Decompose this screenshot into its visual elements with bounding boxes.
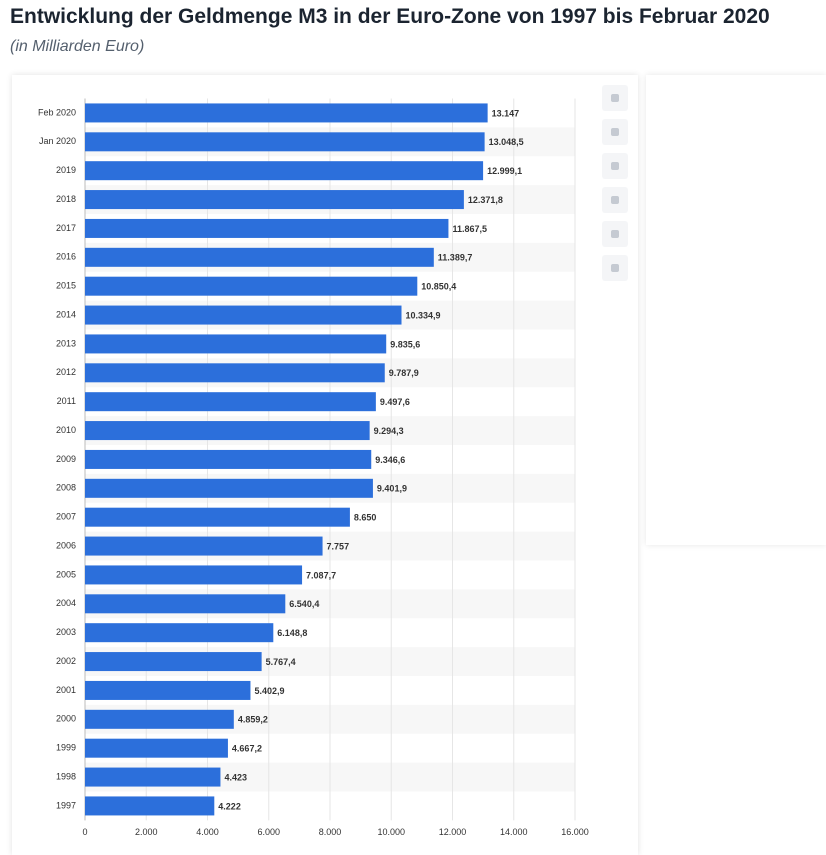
x-tick-label: 0 <box>82 827 87 837</box>
bar <box>85 276 418 296</box>
subtitle: (in Milliarden Euro) <box>10 38 145 55</box>
value-label: 12.999,1 <box>487 166 522 176</box>
value-label: 7.087,7 <box>306 570 336 580</box>
bar <box>85 565 303 585</box>
y-tick-label: 2010 <box>56 425 76 435</box>
y-tick-label: 2004 <box>56 598 76 608</box>
x-tick-label: 2.000 <box>135 827 158 837</box>
y-tick-label: 2019 <box>56 165 76 175</box>
value-label: 9.346,6 <box>375 455 405 465</box>
y-tick-label: 1999 <box>56 743 76 753</box>
y-tick-label: 2000 <box>56 714 76 724</box>
y-tick-label: 2009 <box>56 454 76 464</box>
y-tick-label: 1997 <box>56 800 76 810</box>
bar <box>85 449 372 469</box>
value-label: 5.402,9 <box>254 686 284 696</box>
bar <box>85 247 434 267</box>
y-tick-label: 2016 <box>56 252 76 262</box>
y-tick-label: 2015 <box>56 281 76 291</box>
bar <box>85 161 484 181</box>
value-label: 9.401,9 <box>377 484 407 494</box>
bar <box>85 623 274 643</box>
value-label: 11.867,5 <box>452 224 487 234</box>
y-tick-label: 2008 <box>56 483 76 493</box>
y-tick-label: 2011 <box>57 396 76 406</box>
bar <box>85 594 286 614</box>
bar <box>85 392 376 412</box>
bar <box>85 536 323 556</box>
bar <box>85 218 449 238</box>
bar <box>85 478 373 498</box>
value-label: 4.859,2 <box>238 715 268 725</box>
bar <box>85 103 488 123</box>
y-tick-label: 2017 <box>56 223 76 233</box>
x-tick-label: 4.000 <box>196 827 219 837</box>
y-tick-label: 2013 <box>56 338 76 348</box>
value-label: 6.540,4 <box>289 599 319 609</box>
value-label: 10.334,9 <box>406 310 441 320</box>
value-label: 13.048,5 <box>489 137 524 147</box>
side-panel <box>646 75 826 545</box>
value-label: 7.757 <box>327 541 350 551</box>
value-label: 9.294,3 <box>374 426 404 436</box>
title: Entwicklung der Geldmenge M3 in der Euro… <box>10 5 770 28</box>
value-label: 8.650 <box>354 513 377 523</box>
x-tick-label: 8.000 <box>319 827 342 837</box>
y-tick-label: 2012 <box>56 367 76 377</box>
bar <box>85 363 385 383</box>
bar <box>85 767 221 787</box>
settings-button[interactable] <box>602 153 628 179</box>
bar <box>85 796 215 816</box>
value-label: 13.147 <box>492 108 520 118</box>
y-tick-label: 2007 <box>56 512 76 522</box>
y-tick-label: 1998 <box>56 771 76 781</box>
value-label: 9.835,6 <box>390 339 420 349</box>
x-tick-label: 14.000 <box>500 827 528 837</box>
value-label: 10.850,4 <box>421 282 456 292</box>
value-label: 6.148,8 <box>277 628 307 638</box>
value-label: 4.222 <box>218 801 241 811</box>
y-tick-label: 2006 <box>56 540 76 550</box>
y-tick-label: 2002 <box>56 656 76 666</box>
favorite-button[interactable] <box>602 85 628 111</box>
share-button[interactable] <box>602 187 628 213</box>
value-label: 4.667,2 <box>232 744 262 754</box>
value-label: 11.389,7 <box>438 253 473 263</box>
alert-button[interactable] <box>602 119 628 145</box>
value-label: 9.787,9 <box>389 368 419 378</box>
x-tick-label: 12.000 <box>439 827 467 837</box>
y-tick-label: Jan 2020 <box>39 136 76 146</box>
bar <box>85 652 262 672</box>
bar <box>85 305 402 325</box>
y-tick-label: 2005 <box>56 569 76 579</box>
bar <box>85 709 234 729</box>
y-tick-label: 2018 <box>56 194 76 204</box>
x-tick-label: 16.000 <box>561 827 589 837</box>
bar <box>85 421 370 441</box>
x-tick-label: 10.000 <box>377 827 405 837</box>
print-button[interactable] <box>602 255 628 281</box>
value-label: 5.767,4 <box>266 657 296 667</box>
bar <box>85 738 228 758</box>
value-label: 12.371,8 <box>468 195 503 205</box>
y-tick-label: 2003 <box>56 627 76 637</box>
bar <box>85 190 464 210</box>
bar <box>85 507 350 527</box>
cite-button[interactable] <box>602 221 628 247</box>
value-label: 4.423 <box>224 772 247 782</box>
y-tick-label: 2001 <box>56 685 76 695</box>
y-tick-label: Feb 2020 <box>38 107 76 117</box>
bar <box>85 680 251 700</box>
value-label: 9.497,6 <box>380 397 410 407</box>
x-tick-label: 6.000 <box>257 827 280 837</box>
y-tick-label: 2014 <box>56 309 76 319</box>
bar <box>85 132 485 152</box>
bar <box>85 334 387 354</box>
